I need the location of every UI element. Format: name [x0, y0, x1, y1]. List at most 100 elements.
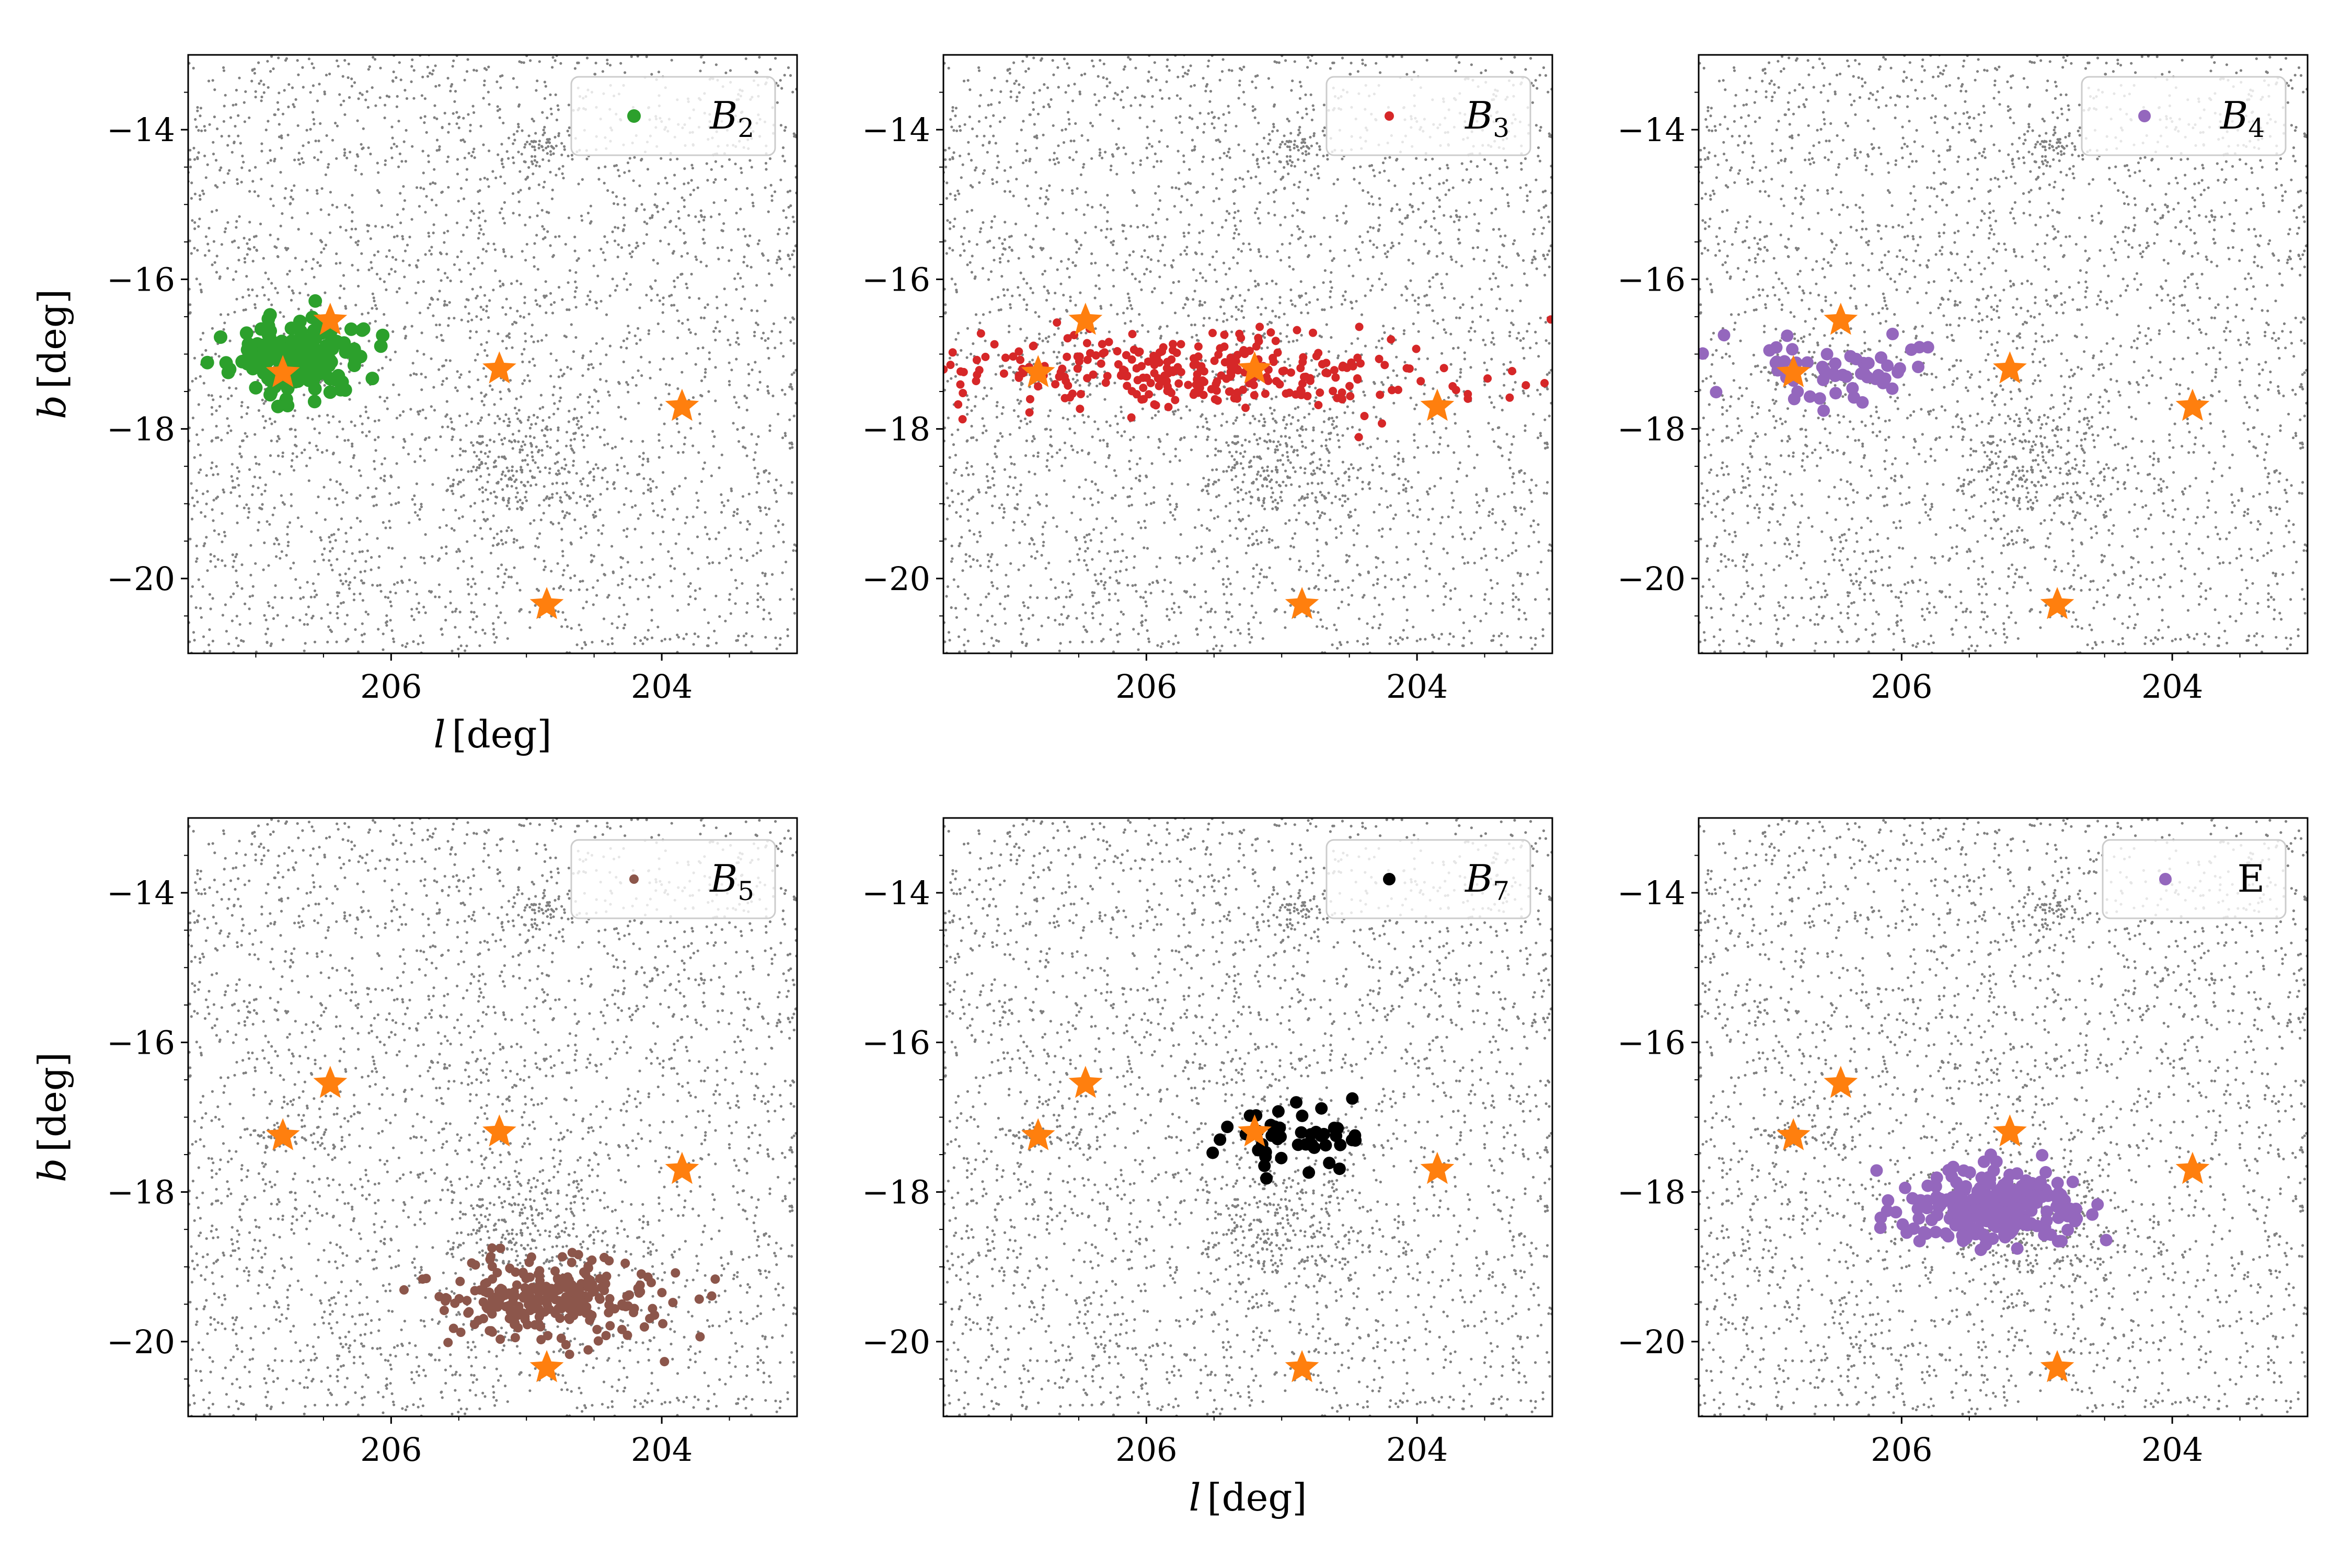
background-point — [622, 339, 625, 342]
background-point — [1222, 113, 1225, 116]
background-point — [318, 264, 321, 267]
background-point — [1449, 332, 1452, 336]
background-point — [787, 205, 790, 209]
background-point — [548, 141, 551, 144]
background-point — [699, 260, 702, 263]
background-point — [1098, 287, 1101, 290]
background-point — [368, 430, 371, 433]
background-point — [1243, 103, 1246, 106]
background-point — [1465, 168, 1468, 171]
background-point — [1173, 312, 1177, 315]
background-point — [1548, 543, 1551, 546]
background-point — [1175, 503, 1178, 506]
background-point — [1082, 421, 1086, 424]
background-point — [1102, 76, 1105, 79]
background-point — [481, 500, 485, 503]
background-point — [402, 410, 405, 413]
background-point — [443, 231, 446, 235]
background-point — [1469, 339, 1472, 342]
background-point — [735, 188, 738, 191]
background-point — [671, 357, 674, 360]
background-point — [525, 490, 528, 494]
background-point — [240, 563, 244, 567]
background-point — [1099, 203, 1102, 206]
background-point — [337, 605, 340, 608]
background-point — [1181, 75, 1185, 78]
background-point — [1055, 157, 1059, 160]
background-point — [444, 605, 447, 608]
background-point — [783, 316, 787, 319]
background-point — [1137, 521, 1140, 524]
background-point — [602, 617, 606, 620]
background-point — [531, 476, 534, 479]
background-point — [230, 394, 233, 397]
background-point — [972, 558, 975, 561]
background-point — [1047, 469, 1051, 472]
background-point — [1019, 328, 1022, 331]
background-point — [735, 512, 739, 515]
background-point — [355, 516, 359, 520]
background-point — [1239, 220, 1242, 223]
background-point — [401, 644, 404, 647]
background-point — [1143, 272, 1146, 276]
background-point — [199, 114, 202, 118]
background-point — [572, 459, 575, 463]
background-point — [1506, 201, 1510, 204]
background-point — [399, 414, 402, 417]
background-point — [1150, 417, 1154, 420]
background-point — [477, 237, 480, 240]
background-point — [742, 228, 745, 231]
background-point — [706, 556, 709, 559]
background-point — [1436, 371, 1439, 374]
background-point — [581, 647, 584, 650]
background-point — [505, 347, 508, 350]
background-point — [528, 626, 532, 629]
background-point — [1188, 168, 1191, 171]
background-point — [1461, 533, 1464, 536]
background-point — [1209, 509, 1213, 512]
background-point — [1397, 457, 1400, 460]
background-point — [188, 239, 191, 243]
background-point — [698, 587, 701, 590]
background-point — [638, 184, 641, 187]
background-point — [606, 240, 609, 244]
background-point — [418, 518, 421, 521]
background-point — [1165, 80, 1168, 83]
background-point — [699, 70, 702, 73]
background-point — [582, 439, 585, 442]
background-point — [1490, 212, 1493, 215]
background-point — [201, 353, 204, 356]
background-point — [366, 486, 370, 489]
background-point — [430, 357, 433, 360]
background-point — [623, 171, 626, 174]
background-point — [767, 337, 770, 340]
background-point — [530, 335, 533, 338]
background-point — [648, 329, 651, 332]
background-point — [339, 362, 342, 365]
background-point — [1068, 275, 1071, 279]
background-point — [775, 478, 778, 481]
background-point — [790, 588, 793, 591]
background-point — [1085, 563, 1088, 567]
background-point — [507, 417, 511, 420]
background-point — [347, 62, 350, 65]
background-point — [371, 583, 374, 587]
background-point — [1288, 242, 1292, 245]
background-point — [344, 532, 348, 535]
background-point — [308, 456, 312, 459]
background-point — [532, 340, 535, 343]
background-point — [1123, 430, 1126, 433]
background-point — [989, 124, 992, 128]
background-point — [535, 445, 538, 448]
background-point — [1103, 206, 1106, 209]
background-point — [366, 549, 370, 552]
background-point — [647, 595, 650, 599]
background-point — [283, 503, 286, 506]
background-point — [746, 187, 749, 190]
background-point — [403, 199, 407, 202]
background-point — [188, 312, 192, 315]
background-point — [268, 523, 271, 526]
member-point — [219, 356, 233, 370]
background-point — [469, 123, 472, 126]
background-point — [219, 395, 222, 398]
